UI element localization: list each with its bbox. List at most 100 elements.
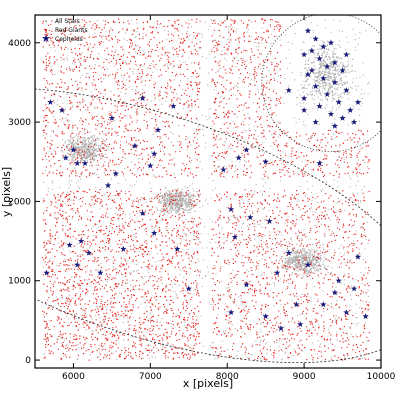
all-stars-point <box>328 88 330 90</box>
all-stars-point <box>123 175 125 177</box>
all-stars-point <box>179 269 181 271</box>
red-giant-point <box>98 283 100 285</box>
red-giant-point <box>141 331 143 333</box>
all-stars-point <box>132 71 134 73</box>
all-stars-point <box>320 259 322 261</box>
all-stars-point <box>87 141 90 143</box>
red-giant-point <box>64 232 66 234</box>
all-stars-point <box>144 229 146 231</box>
red-giant-point <box>44 334 47 336</box>
all-stars-point <box>137 261 139 263</box>
all-stars-point <box>124 154 126 156</box>
all-stars-point <box>333 56 335 58</box>
all-stars-point <box>303 87 305 89</box>
red-giants-scatter <box>42 18 370 361</box>
all-stars-point <box>317 261 319 263</box>
all-stars-point <box>237 86 239 88</box>
all-stars-point <box>158 24 160 26</box>
red-giant-point <box>75 275 77 277</box>
all-stars-point <box>329 249 331 251</box>
all-stars-point <box>103 78 105 80</box>
all-stars-point <box>82 25 84 27</box>
all-stars-point <box>202 247 204 249</box>
all-stars-point <box>177 65 179 67</box>
red-giant-point <box>108 248 110 250</box>
all-stars-point <box>132 270 134 272</box>
red-giant-point <box>193 230 195 232</box>
all-stars-point <box>327 209 329 211</box>
all-stars-point <box>199 161 201 163</box>
red-giant-point <box>115 340 117 342</box>
all-stars-point <box>295 257 297 259</box>
all-stars-point <box>161 194 163 196</box>
all-stars-point <box>301 257 303 259</box>
all-stars-point <box>99 305 101 307</box>
red-giant-point <box>101 296 103 298</box>
red-giant-point <box>197 252 199 254</box>
all-stars-point <box>324 216 326 218</box>
all-stars-point <box>95 187 97 189</box>
all-stars-point <box>68 159 70 161</box>
all-stars-point <box>64 142 66 144</box>
red-giant-point <box>101 346 103 348</box>
all-stars-point <box>142 357 144 359</box>
all-stars-point <box>351 70 353 73</box>
all-stars-point <box>72 142 74 144</box>
all-stars-point <box>238 296 240 298</box>
all-stars-point <box>130 313 133 315</box>
red-giant-point <box>193 312 195 314</box>
all-stars-point <box>235 165 237 167</box>
all-stars-point <box>317 298 319 300</box>
all-stars-point <box>316 52 319 55</box>
all-stars-point <box>107 148 109 150</box>
red-giant-point <box>69 356 71 358</box>
red-giant-point <box>73 268 76 270</box>
red-giant-point <box>197 322 199 324</box>
all-stars-point <box>319 74 322 77</box>
all-stars-point <box>235 113 237 116</box>
all-stars-point <box>293 264 295 266</box>
red-giant-point <box>151 200 153 202</box>
red-giant-point <box>132 240 134 242</box>
red-giant-point <box>160 343 162 345</box>
red-giant-point <box>60 196 62 198</box>
red-giant-point <box>115 331 117 334</box>
all-stars-point <box>156 69 158 71</box>
all-stars-point <box>323 311 325 313</box>
red-giant-point <box>95 243 97 245</box>
red-giant-point <box>128 348 130 350</box>
red-giant-point <box>185 272 188 275</box>
red-giant-point <box>129 316 131 318</box>
red-giant-point <box>52 270 54 272</box>
all-stars-point <box>262 313 264 315</box>
all-stars-point <box>208 53 210 55</box>
all-stars-point <box>260 322 262 324</box>
red-giant-point <box>95 286 97 288</box>
all-stars-point <box>160 165 162 167</box>
all-stars-point <box>259 341 261 343</box>
all-stars-point <box>310 37 312 39</box>
all-stars-point <box>192 195 194 197</box>
all-stars-point <box>110 299 112 302</box>
red-giant-point <box>143 321 145 323</box>
red-giant-point <box>71 345 73 347</box>
red-giant-point <box>163 334 165 337</box>
all-stars-point <box>211 221 214 223</box>
all-stars-point <box>195 238 197 240</box>
all-stars-point <box>349 261 351 263</box>
all-stars-point <box>213 281 216 284</box>
all-stars-point <box>89 155 91 157</box>
all-stars-point <box>159 209 161 211</box>
all-stars-point <box>233 358 235 360</box>
red-giant-point <box>85 225 87 227</box>
all-stars-point <box>308 258 311 260</box>
all-stars-point <box>196 274 198 276</box>
all-stars-point <box>303 248 305 250</box>
all-stars-point <box>96 173 98 175</box>
all-stars-point <box>68 66 70 68</box>
all-stars-point <box>215 72 217 74</box>
all-stars-point <box>193 35 195 37</box>
all-stars-point <box>334 53 337 55</box>
all-stars-point <box>308 259 310 262</box>
red-giant-point <box>135 285 137 287</box>
